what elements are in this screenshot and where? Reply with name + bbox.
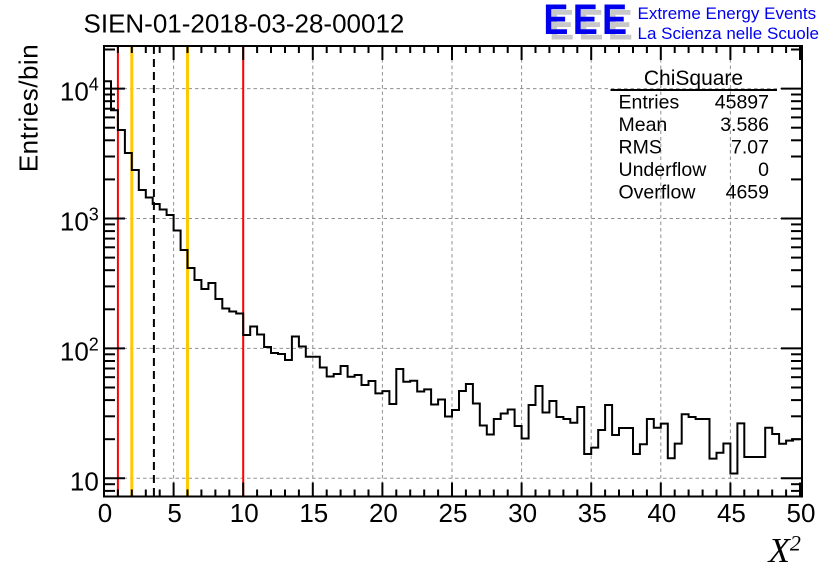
svg-text:45897: 45897	[715, 92, 769, 114]
svg-text:RMS: RMS	[619, 137, 662, 159]
svg-text:0: 0	[758, 159, 769, 181]
svg-text:4659: 4659	[726, 182, 769, 204]
svg-text:30: 30	[508, 498, 537, 528]
svg-text:3.586: 3.586	[720, 114, 769, 136]
svg-text:10: 10	[70, 466, 99, 496]
svg-text:ChiSquare: ChiSquare	[644, 67, 743, 90]
svg-text:20: 20	[369, 498, 398, 528]
svg-text:50: 50	[787, 498, 816, 528]
svg-text:25: 25	[439, 498, 468, 528]
svg-text:Entries: Entries	[619, 92, 680, 114]
svg-text:5: 5	[167, 498, 181, 528]
svg-text:10: 10	[230, 498, 259, 528]
svg-text:EEE: EEE	[549, 0, 637, 49]
svg-text:7.07: 7.07	[731, 137, 769, 159]
svg-text:La Scienza nelle Scuole: La Scienza nelle Scuole	[638, 24, 819, 43]
svg-text:0: 0	[98, 498, 112, 528]
svg-text:35: 35	[578, 498, 607, 528]
svg-text:Entries/bin: Entries/bin	[14, 44, 44, 172]
svg-text:Overflow: Overflow	[619, 182, 697, 204]
svg-text:15: 15	[299, 498, 328, 528]
svg-text:103: 103	[60, 205, 99, 237]
svg-text:SIEN-01-2018-03-28-00012: SIEN-01-2018-03-28-00012	[84, 9, 405, 39]
svg-text:40: 40	[647, 498, 676, 528]
svg-text:Extreme Energy Events: Extreme Energy Events	[638, 4, 817, 23]
svg-text:Underflow: Underflow	[619, 159, 708, 181]
svg-text:Mean: Mean	[619, 114, 668, 136]
svg-text:45: 45	[717, 498, 746, 528]
svg-text:EEE: EEE	[543, 0, 631, 44]
